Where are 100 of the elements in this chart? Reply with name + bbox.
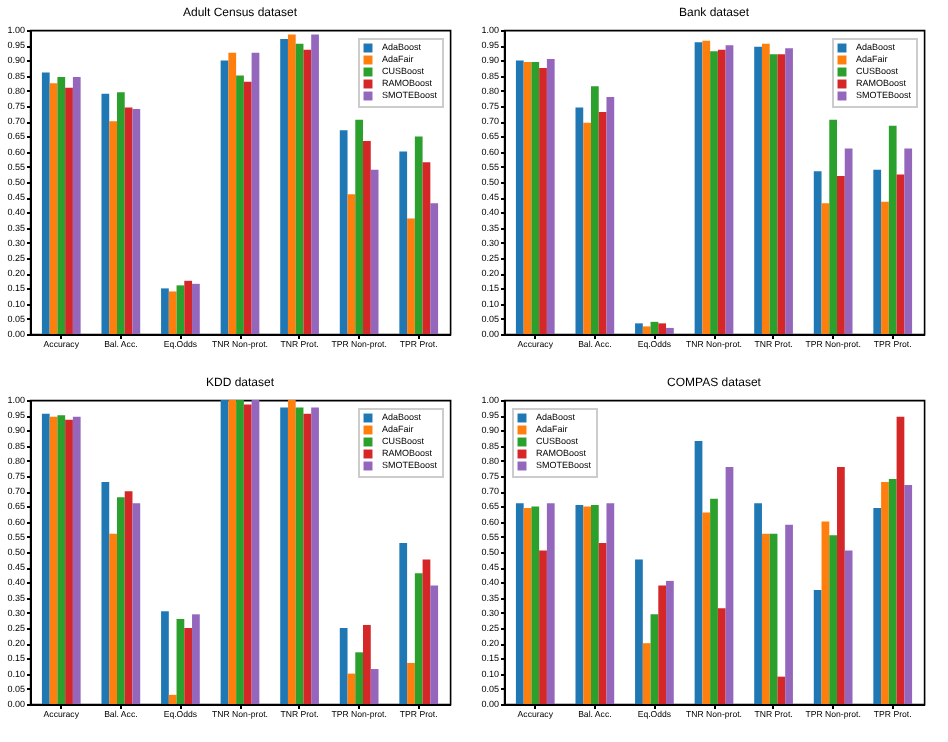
bar (761, 43, 770, 334)
bar (777, 676, 786, 704)
bar (754, 46, 762, 334)
bar (702, 40, 711, 334)
bar (710, 498, 718, 704)
bar (761, 533, 770, 704)
bar (161, 611, 169, 704)
bar (754, 503, 762, 704)
bar (116, 92, 125, 334)
bar (837, 175, 845, 334)
bar (184, 280, 193, 334)
bar (694, 441, 703, 704)
bar (546, 503, 555, 704)
bar (769, 533, 778, 704)
bar (303, 49, 312, 334)
bar (539, 68, 547, 334)
bar (523, 61, 532, 334)
bar (725, 45, 734, 334)
bar (132, 109, 141, 334)
bar (844, 550, 853, 704)
bar (363, 140, 371, 334)
bar (251, 52, 260, 334)
bar (132, 503, 141, 704)
bar (303, 413, 312, 704)
bar (176, 285, 185, 334)
bar (598, 112, 607, 334)
bar (57, 77, 66, 334)
bar (176, 618, 185, 704)
bar (888, 479, 897, 704)
bar (347, 194, 356, 334)
bar (422, 162, 431, 334)
bar (896, 174, 905, 334)
bar (583, 122, 591, 334)
bar (49, 83, 58, 334)
bar (881, 201, 889, 334)
bar (124, 107, 133, 334)
bar (116, 497, 125, 704)
bar (370, 169, 379, 334)
bar (725, 466, 734, 704)
bar (363, 624, 371, 704)
bar (821, 521, 830, 704)
bar (650, 614, 659, 704)
bar (399, 542, 408, 704)
bar (161, 288, 169, 334)
bar (658, 323, 667, 334)
bar (228, 400, 237, 704)
bar (168, 291, 177, 334)
bar (896, 416, 905, 704)
bar (635, 559, 643, 704)
bar (515, 60, 524, 334)
bar (339, 628, 348, 704)
bar (109, 533, 117, 704)
bar (370, 669, 379, 704)
bar (414, 136, 423, 334)
bar (414, 573, 423, 704)
bar (65, 419, 73, 704)
bar (694, 42, 703, 334)
bar (642, 326, 651, 334)
bar (821, 203, 830, 334)
bar (531, 61, 540, 334)
bar (873, 507, 882, 704)
bar (710, 51, 718, 334)
bar (339, 130, 348, 334)
bar (192, 283, 200, 334)
bar (41, 72, 50, 334)
bar (904, 148, 913, 334)
bar (590, 86, 599, 334)
bar (829, 119, 838, 334)
bar (41, 413, 50, 704)
bar (228, 52, 237, 334)
bar (539, 550, 547, 704)
bar (777, 54, 786, 334)
bar (523, 507, 532, 704)
bar (399, 151, 408, 334)
bar (575, 107, 584, 334)
bar (422, 559, 431, 704)
bar (785, 524, 793, 704)
bar (287, 34, 296, 334)
bar (407, 218, 415, 334)
bar (243, 404, 252, 704)
bar (829, 535, 838, 704)
bar (251, 400, 260, 704)
bar (666, 580, 674, 704)
bar (881, 482, 889, 704)
bar (184, 628, 193, 704)
bar (72, 416, 81, 704)
bar (49, 416, 58, 704)
bar (635, 323, 643, 334)
bar (590, 504, 599, 704)
bar (72, 77, 81, 334)
bar (220, 400, 229, 704)
bar (101, 93, 110, 334)
bar (813, 590, 822, 704)
bar (813, 171, 822, 334)
bar (837, 466, 845, 704)
bar (430, 585, 439, 704)
bar (515, 503, 524, 704)
bar (65, 87, 73, 334)
bar (785, 48, 793, 334)
bar (57, 415, 66, 704)
